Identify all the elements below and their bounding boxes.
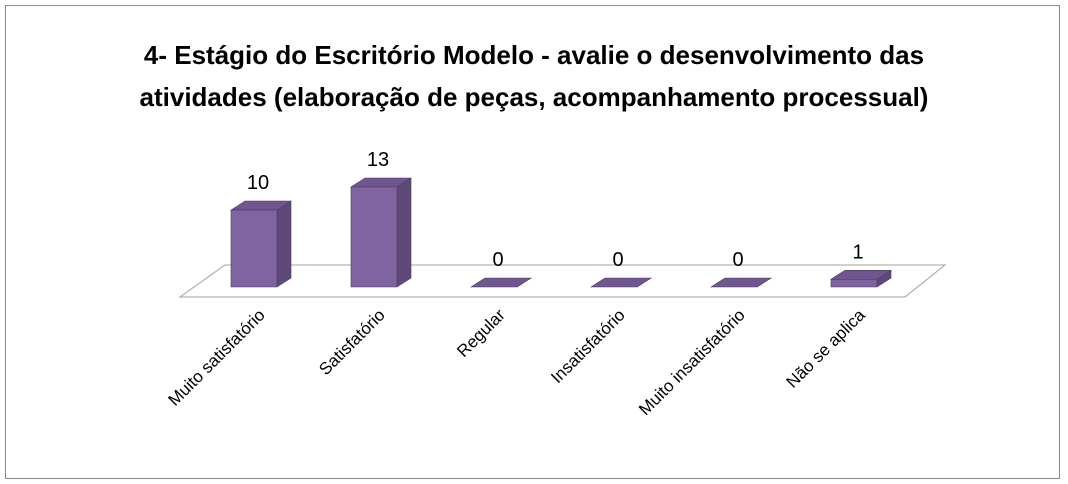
x-tick-label: Muito satisfatório xyxy=(165,305,269,409)
bar xyxy=(589,277,653,288)
bar xyxy=(829,269,893,288)
floor xyxy=(178,264,947,298)
x-tick-label: Satisfatório xyxy=(315,305,389,379)
bar-face xyxy=(830,279,878,288)
chart-frame xyxy=(5,5,1060,479)
bar-face xyxy=(230,209,278,288)
bar xyxy=(469,277,533,288)
value-label: 13 xyxy=(367,149,389,171)
bar xyxy=(349,177,413,288)
bar-face xyxy=(350,186,398,288)
x-tick-label: Não se aplica xyxy=(783,305,870,392)
value-label: 10 xyxy=(247,172,269,194)
bar-face xyxy=(709,277,773,288)
bar xyxy=(709,277,773,288)
value-label: 0 xyxy=(732,249,743,271)
x-tick-label: Muito insatisfatório xyxy=(635,305,749,419)
bar-face xyxy=(276,200,292,288)
bar-face xyxy=(469,277,533,288)
value-label: 0 xyxy=(612,249,623,271)
bar xyxy=(229,200,293,288)
bar-face xyxy=(396,177,412,288)
bar-face xyxy=(589,277,653,288)
x-tick-label: Insatisfatório xyxy=(547,305,629,387)
chart-title: 4- Estágio do Escritório Modelo - avalie… xyxy=(139,40,929,112)
value-label: 1 xyxy=(852,241,863,263)
value-label: 0 xyxy=(492,249,503,271)
x-tick-label: Regular xyxy=(453,305,509,361)
